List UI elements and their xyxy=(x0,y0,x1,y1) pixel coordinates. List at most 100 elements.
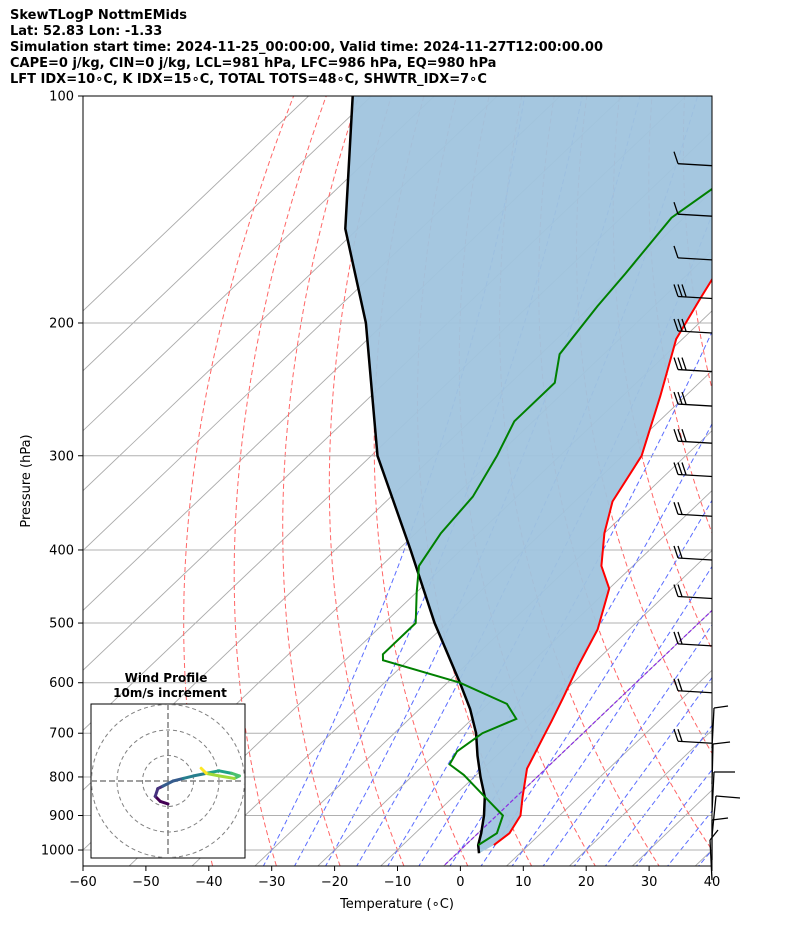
y-tick-label: 1000 xyxy=(41,844,74,859)
y-tick-label: 900 xyxy=(49,809,74,824)
wind-barb-flag xyxy=(673,318,679,332)
hodograph-segment xyxy=(192,771,208,778)
moist-adiabat xyxy=(480,499,712,866)
dry-adiabat xyxy=(233,96,327,866)
wind-barb-shaft xyxy=(677,368,713,373)
y-tick-label: 600 xyxy=(49,676,74,691)
wind-barb-flag xyxy=(677,729,683,742)
y-tick-label: 300 xyxy=(49,449,74,464)
mixing-ratio-line xyxy=(254,430,712,866)
wind-barb-flag xyxy=(677,631,683,645)
wind-barb-shaft xyxy=(677,557,713,561)
wind-barb-flag xyxy=(681,357,687,370)
y-tick-label: 700 xyxy=(49,727,74,742)
freezing-line xyxy=(442,609,712,866)
dry-adiabat xyxy=(750,62,794,882)
mixing-ratio-line xyxy=(83,96,373,372)
dewpoint-line xyxy=(381,187,712,846)
x-tick-label: −60 xyxy=(69,875,96,890)
y-tick-label: 400 xyxy=(49,543,74,558)
hodograph-segment xyxy=(161,779,175,788)
x-tick-label: 30 xyxy=(641,875,658,890)
wind-barb-flag xyxy=(673,462,679,475)
mixing-ratio-line xyxy=(505,669,712,866)
wind-barb-flag xyxy=(677,391,683,405)
x-tick-label: −20 xyxy=(321,875,348,890)
wind-barb-flag xyxy=(673,357,679,370)
mixing-ratio-line xyxy=(83,96,310,312)
hodograph-trace xyxy=(153,766,241,806)
moist-adiabat xyxy=(573,676,712,866)
hodograph-segment xyxy=(217,774,236,780)
cape-shaded-area xyxy=(345,96,712,854)
hodograph-segment xyxy=(204,771,221,778)
indices-line-2: LFT IDX=10∘C, K IDX=15∘C, TOTAL TOTS=48∘… xyxy=(10,72,487,87)
wind-barb-shaft xyxy=(677,595,713,600)
wind-barb-flag xyxy=(673,678,679,691)
wind-barb-flag xyxy=(711,817,729,821)
wind-barb-flag xyxy=(677,502,683,515)
wind-barb-flag xyxy=(713,705,729,709)
wind-barb-shaft xyxy=(677,330,713,334)
wind-barb-flag xyxy=(673,584,679,597)
hodograph-title: Wind Profile xyxy=(125,671,208,685)
dry-adiabat xyxy=(782,62,794,882)
wind-barb-flag xyxy=(673,245,679,259)
mixing-ratio-line xyxy=(742,61,794,881)
wind-barb-flag xyxy=(681,284,687,297)
wind-barb-flag xyxy=(673,729,679,742)
wind-barb-flag xyxy=(677,545,683,559)
y-axis-ticks: 1000 900 800 700 600 500 400 300 200 100 xyxy=(41,90,83,859)
wind-barb-shaft xyxy=(677,740,713,744)
wind-barb-flag xyxy=(673,151,679,164)
wind-barb-flag xyxy=(681,428,687,442)
wind-barb-flag xyxy=(673,391,679,405)
x-tick-label: 0 xyxy=(456,875,464,890)
wind-barb-flag xyxy=(673,502,679,515)
wind-barb-flag xyxy=(677,318,683,332)
wind-barb-shaft xyxy=(677,213,713,217)
mixing-ratio-line xyxy=(83,96,436,432)
chart-header: SkewTLogP NottmEMids Lat: 52.83 Lon: -1.… xyxy=(10,8,603,88)
wind-barb-shaft xyxy=(677,440,713,444)
wind-barb-shaft xyxy=(677,643,713,647)
wind-barb-flag xyxy=(677,357,683,370)
hodograph-segment xyxy=(171,776,185,783)
x-tick-label: −10 xyxy=(384,875,411,890)
x-axis-ticks: −60 −50 −40 −30 −20 −10 0 10 20 30 40 xyxy=(69,866,720,890)
y-tick-label: 800 xyxy=(49,770,74,785)
hodograph-rings xyxy=(91,704,245,858)
chart-title: SkewTLogP NottmEMids xyxy=(10,8,188,23)
wind-barb-shaft xyxy=(677,513,713,517)
wind-barb-flag xyxy=(712,741,731,745)
y-tick-label: 100 xyxy=(49,90,74,105)
y-tick-label: 500 xyxy=(49,617,74,632)
dry-adiabat xyxy=(612,96,712,651)
wind-barb-shaft xyxy=(677,257,713,261)
dry-adiabat xyxy=(717,62,794,882)
hodograph-subtitle: 10m/s increment xyxy=(113,686,227,700)
mixing-ratio-line xyxy=(317,489,712,866)
moist-adiabat xyxy=(604,724,712,866)
x-tick-label: 40 xyxy=(704,875,721,890)
indices-line-1: CAPE=0 j/kg, CIN=0 j/kg, LCL=981 hPa, LF… xyxy=(10,56,497,71)
parcel-line xyxy=(344,96,487,854)
wind-barb-flag xyxy=(709,829,719,841)
x-tick-label: −40 xyxy=(195,875,222,890)
wind-barb-flag xyxy=(677,678,683,691)
wind-barb-flag xyxy=(673,201,679,215)
y-axis-label: Pressure (hPa) xyxy=(19,434,34,527)
x-tick-label: 10 xyxy=(515,875,532,890)
location-line: Lat: 52.83 Lon: -1.33 xyxy=(10,24,163,39)
wind-barb-flag xyxy=(677,584,683,597)
x-tick-label: −30 xyxy=(258,875,285,890)
wind-barb-shaft xyxy=(677,473,713,478)
time-line: Simulation start time: 2024-11-25_00:00:… xyxy=(10,40,603,55)
hodograph-inset: Wind Profile 10m/s increment xyxy=(90,671,246,859)
freezing-isotherm xyxy=(442,609,712,866)
wind-barb-flag xyxy=(673,631,679,645)
wind-barb-flag xyxy=(677,428,683,442)
wind-barb-flag xyxy=(681,462,687,475)
wind-barb-shaft xyxy=(711,795,717,837)
